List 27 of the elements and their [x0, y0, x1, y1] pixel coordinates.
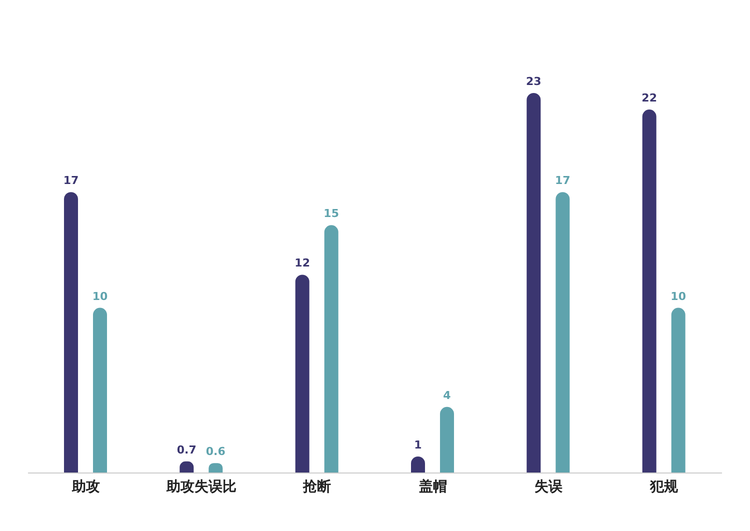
x-tick-label: 助攻失误比: [166, 478, 236, 495]
data-label: 17: [63, 174, 79, 188]
x-tick-label: 犯规: [649, 478, 680, 495]
data-label: 0.7: [176, 443, 196, 456]
bar: [295, 274, 310, 473]
data-label: 0.6: [206, 445, 226, 458]
data-label: 12: [294, 256, 310, 270]
bar: [64, 192, 78, 473]
data-label: 23: [526, 75, 542, 88]
data-label: 10: [670, 290, 686, 303]
x-tick-label: 助攻: [70, 478, 100, 495]
bar: [556, 192, 570, 473]
bar: [642, 110, 656, 473]
data-label: 1: [414, 438, 422, 452]
data-label: 4: [443, 388, 452, 402]
bar: [671, 308, 686, 473]
x-tick-label: 抢断: [302, 478, 332, 495]
bar: [324, 225, 338, 473]
data-label: 10: [92, 290, 108, 303]
bar: [440, 406, 454, 473]
data-label: 22: [642, 92, 657, 105]
data-label: 15: [324, 207, 339, 220]
data-label: 17: [555, 174, 570, 188]
x-tick-label: 盖帽: [418, 478, 447, 495]
bar: [526, 93, 541, 473]
bar: [93, 308, 107, 473]
x-tick-label: 失误: [534, 478, 564, 495]
